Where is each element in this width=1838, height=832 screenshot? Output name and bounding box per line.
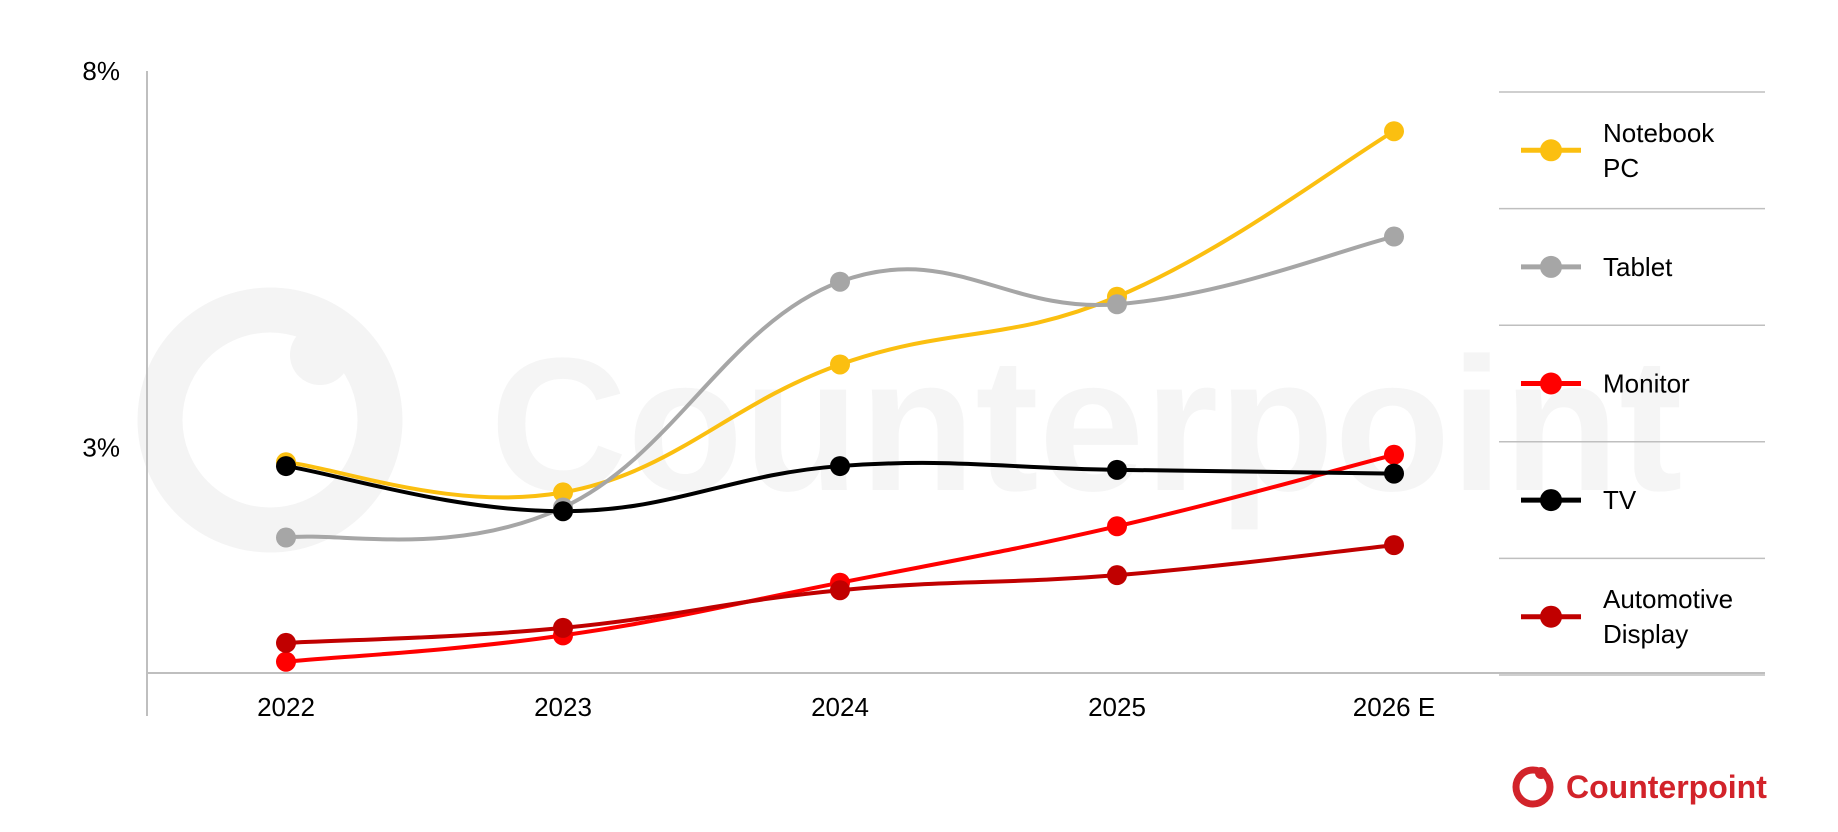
x-tick-label: 2025 [1088,692,1146,722]
counterpoint-logo-icon [1512,766,1554,808]
data-point [1107,294,1127,315]
data-point [1384,535,1404,556]
legend: Notebook PC Tablet Monitor TV Automotive Displ… [1499,91,1765,676]
data-point [1384,226,1404,247]
legend-swatch-marker [1540,372,1562,395]
x-tick-label: 2024 [811,692,869,722]
data-point [553,482,573,503]
data-point [1384,444,1404,465]
data-point [1107,459,1127,480]
x-tick-labels: 2022 2023 2024 2025 2026 E [257,692,1435,722]
data-point [1384,463,1404,484]
x-tick-label: 2022 [257,692,315,722]
legend-label: Monitor [1603,369,1690,399]
data-point [276,527,296,548]
brand-logo: Counterpoint [1512,766,1767,808]
legend-swatch-marker [1540,139,1562,162]
data-point [830,580,850,601]
data-point [830,271,850,292]
brand-logo-text: Counterpoint [1566,769,1767,805]
data-point [830,456,850,477]
y-tick-labels: 8% 3% [82,56,120,462]
data-point [276,632,296,653]
watermark-logo-icon [137,287,403,553]
legend-label: Notebook [1603,118,1715,148]
data-point [553,501,573,522]
legend-label: Automotive [1603,584,1733,614]
legend-swatch-marker [1540,255,1562,278]
legend-label: Tablet [1603,252,1673,282]
data-point [830,354,850,375]
series-points [276,121,1404,672]
x-tick-label: 2026 E [1353,692,1435,722]
data-point [1107,516,1127,537]
legend-swatch-marker [1540,489,1562,512]
data-point [553,617,573,638]
x-tick-label: 2023 [534,692,592,722]
y-tick-label: 3% [82,432,120,462]
data-point [276,651,296,672]
y-tick-label: 8% [82,56,120,86]
legend-label: TV [1603,485,1637,515]
data-point [276,456,296,477]
legend-label: Display [1603,619,1688,649]
data-point [1384,121,1404,142]
data-point [1107,565,1127,586]
legend-label: PC [1603,153,1639,183]
legend-swatch-marker [1540,605,1562,628]
